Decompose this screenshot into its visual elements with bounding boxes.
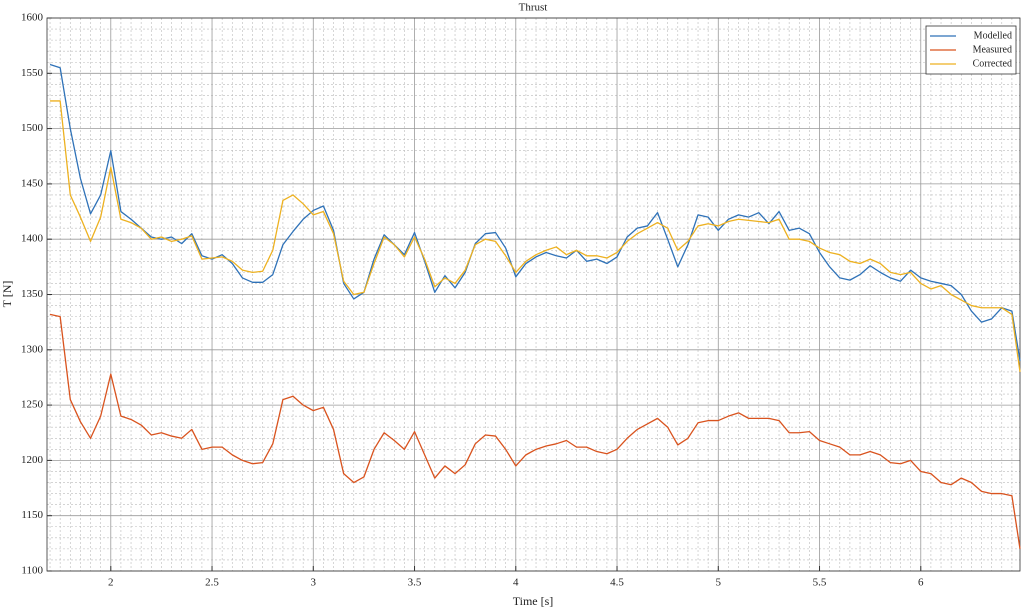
plot-frame (46, 17, 1021, 572)
x-tick-label: 6 (918, 577, 924, 589)
x-tick-label: 5 (716, 577, 722, 589)
x-axis-label: Time [s] (513, 594, 554, 608)
y-tick-label: 1250 (21, 399, 44, 411)
legend-label: Modelled (974, 30, 1012, 41)
y-tick-label: 1450 (21, 177, 44, 189)
y-tick-label: 1400 (21, 233, 44, 245)
chart-title: Thrust (519, 2, 548, 14)
y-tick-label: 1350 (21, 288, 44, 300)
y-tick-label: 1550 (21, 67, 44, 79)
legend: Modelled Measured Corrected (925, 25, 1017, 75)
y-tick-label: 1200 (21, 454, 44, 466)
series-line (49, 63, 1021, 361)
legend-label: Measured (973, 44, 1012, 55)
y-tick-label: 1150 (21, 509, 43, 521)
x-tick-label: 2.5 (205, 577, 219, 589)
x-tick-label: 3.5 (408, 577, 422, 589)
series-line (50, 100, 1021, 373)
x-tick-label: 5.5 (813, 577, 827, 589)
x-tick-label: 4 (513, 577, 519, 589)
legend-label: Corrected (973, 58, 1012, 69)
y-tick-label: 1100 (21, 565, 43, 577)
x-tick-label: 3 (311, 577, 317, 589)
y-tick-label: 1600 (21, 12, 44, 24)
y-axis-label: T [N] (0, 281, 14, 308)
x-tick-label: 2 (108, 577, 114, 589)
y-tick-label: 1500 (21, 122, 44, 134)
y-tick-label: 1300 (21, 343, 44, 355)
series-line (49, 313, 1021, 549)
x-tick-label: 4.5 (610, 577, 624, 589)
